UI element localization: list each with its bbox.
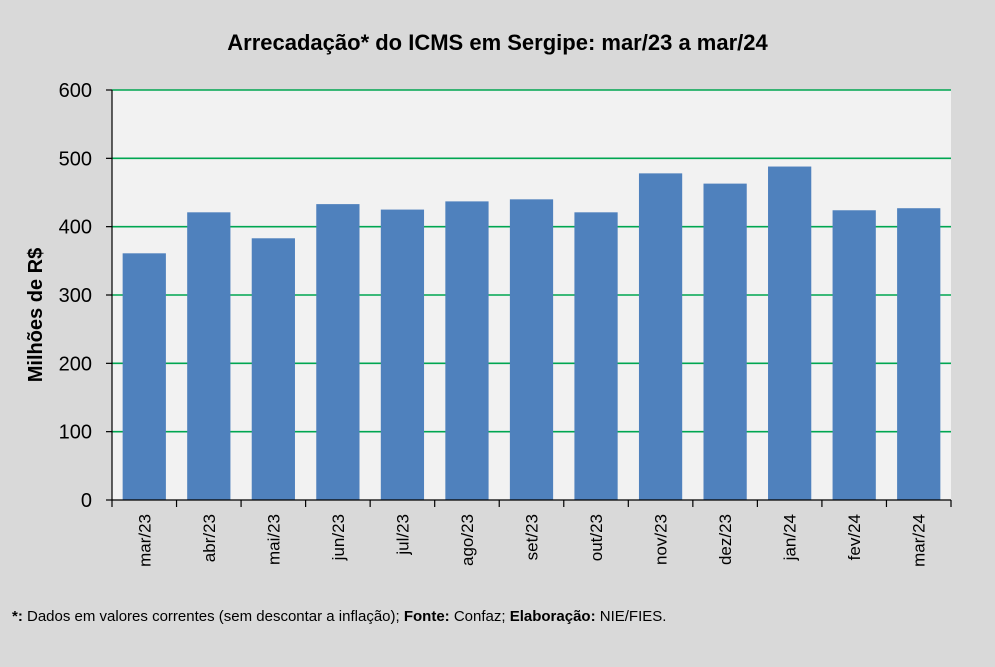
x-tick-label: jan/24: [781, 514, 800, 561]
y-tick-label: 200: [59, 353, 92, 375]
y-tick-label: 600: [59, 80, 92, 102]
x-tick-label: set/23: [523, 514, 542, 560]
x-tick-label: fev/24: [845, 514, 864, 560]
x-tick-label: mar/24: [910, 514, 929, 567]
bar: [638, 173, 683, 500]
bar: [509, 199, 554, 501]
y-tick-labels: 0 100 200 300 400 500 600: [59, 80, 92, 512]
x-tick-label: dez/23: [716, 514, 735, 565]
footnote-source-text: Confaz;: [449, 608, 510, 625]
bar: [380, 209, 425, 501]
x-tick-label: jun/23: [329, 514, 348, 561]
x-tick-label: out/23: [587, 514, 606, 561]
bar: [122, 253, 166, 500]
y-tick-label: 500: [59, 148, 92, 170]
bar: [574, 212, 618, 501]
x-tick-label: nov/23: [652, 514, 671, 565]
y-tick-label: 100: [59, 422, 92, 444]
footnote-source-label: Fonte:: [403, 608, 450, 625]
x-tick-labels: mar/23 abr/23 mai/23 jun/23 jul/23 ago/23 set/…: [135, 514, 928, 567]
footnote-author-label: Elaboração:: [509, 608, 596, 625]
bar: [316, 204, 360, 500]
y-tick-label: 400: [59, 217, 92, 239]
footnote-star-text: Dados em valores correntes (sem desconta…: [22, 608, 404, 625]
bar: [251, 238, 295, 501]
x-tick-label: ago/23: [458, 514, 477, 566]
x-tick-label: mar/23: [135, 514, 154, 567]
footnote-author-text: NIE/FIES.: [595, 608, 667, 625]
x-tick-label: mai/23: [264, 514, 283, 565]
bar: [897, 208, 941, 500]
y-tick-label: 0: [81, 490, 92, 512]
bar: [768, 166, 812, 501]
x-tick-label: jul/23: [393, 514, 412, 556]
chart-title: Arrecadação* do ICMS em Sergipe: mar/23 …: [227, 30, 768, 55]
y-tick-label: 300: [59, 285, 92, 307]
x-tick-label: abr/23: [200, 514, 219, 562]
footnote: *: Dados em valores correntes (sem desco…: [12, 608, 666, 625]
bar: [187, 212, 231, 501]
bars: [122, 166, 941, 501]
axes: [106, 89, 952, 507]
bar: [703, 183, 747, 500]
bar: [832, 210, 876, 500]
y-axis-label: Milhões de R$: [25, 248, 47, 382]
bar: [445, 201, 489, 500]
footnote-star-label: *:: [12, 608, 23, 625]
